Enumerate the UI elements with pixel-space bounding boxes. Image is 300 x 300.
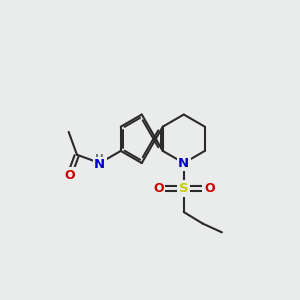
Text: N: N — [178, 157, 189, 169]
Text: O: O — [153, 182, 164, 195]
Text: S: S — [179, 182, 189, 195]
Text: O: O — [204, 182, 214, 195]
Text: O: O — [64, 169, 75, 182]
Text: H: H — [95, 154, 104, 164]
Text: N: N — [94, 158, 105, 171]
